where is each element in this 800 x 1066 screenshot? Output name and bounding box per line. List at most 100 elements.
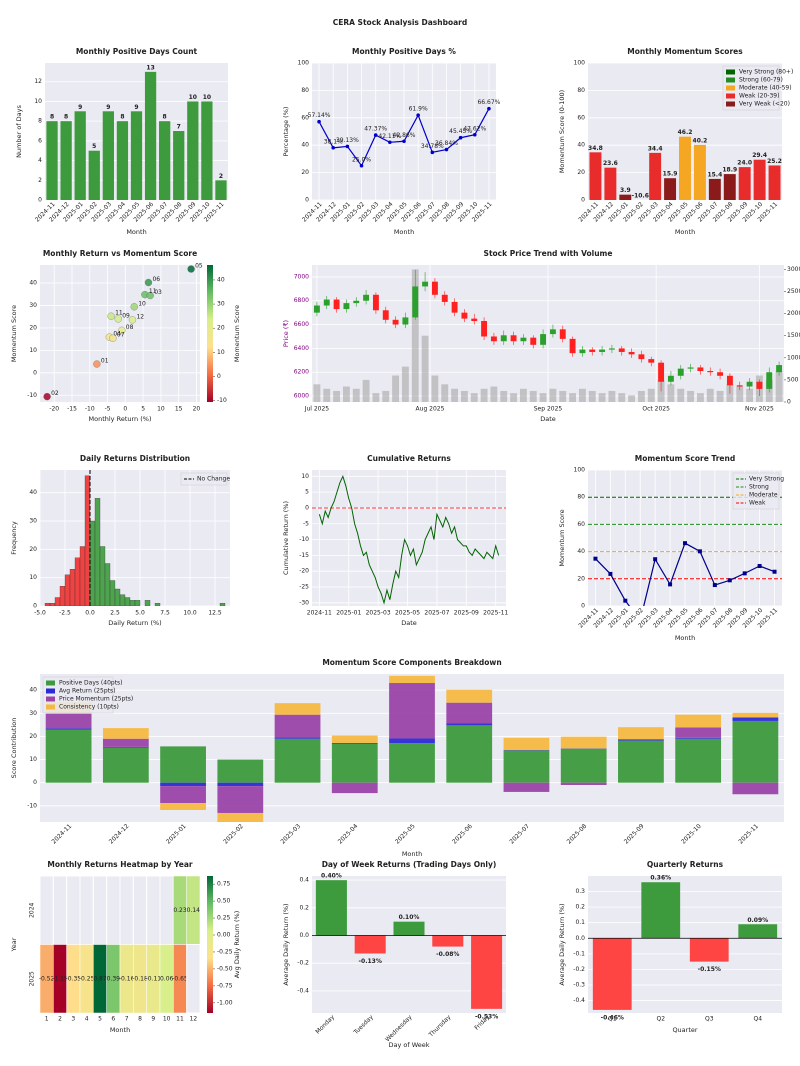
bar (159, 121, 171, 200)
y-tick-label: -10 (27, 392, 37, 399)
chart-title: Momentum Score Trend (635, 454, 735, 463)
x-axis-label: Month (675, 228, 695, 236)
bar-segment (446, 723, 493, 726)
hist-bar (129, 600, 136, 606)
y-tick-label: 0.0 (575, 935, 585, 942)
y-tick-label: 100 (574, 60, 586, 67)
hist-bar (94, 498, 101, 606)
candle-body (333, 299, 340, 310)
point-label: 08 (126, 324, 134, 331)
volume-bar (490, 386, 498, 402)
x-tick-label: 7.5 (160, 610, 170, 617)
candle-body (648, 359, 655, 363)
candle-body (353, 300, 360, 304)
bar-segment (389, 675, 435, 684)
chart-title: Momentum Score Components Breakdown (322, 658, 501, 667)
bar (102, 111, 114, 200)
colorbar-tick-label: 0.50 (217, 898, 231, 905)
y2-tick-label: 2000 (787, 310, 800, 317)
point-label: 12 (136, 313, 144, 320)
marker (416, 113, 420, 117)
x-tick-label: 0 (123, 406, 127, 413)
volume-bar (569, 393, 577, 402)
hist-bar (49, 603, 56, 606)
y-tick-label: 80 (577, 87, 585, 94)
candle-body (697, 367, 704, 372)
marker (712, 583, 717, 588)
candle-body (736, 385, 743, 387)
colorbar-tick-label: 0.25 (217, 915, 231, 922)
volume-bar (588, 390, 596, 402)
legend-label: Very Strong (80+) (739, 69, 793, 76)
marker (727, 578, 732, 583)
colorbar-tick-label: -0.25 (217, 948, 233, 955)
bar-segment (675, 738, 722, 783)
data-label: 34.8 (588, 145, 603, 152)
legend-swatch (726, 77, 735, 83)
bar-segment (389, 743, 435, 783)
y-tick-label: 2024 (29, 902, 36, 917)
x-tick-label: Nov 2025 (745, 406, 774, 413)
bar-segment (618, 739, 664, 741)
data-label: 9 (106, 104, 110, 111)
volume-bar (421, 335, 429, 402)
y-tick-label: -0.4 (573, 997, 585, 1004)
y-tick-label: 60 (577, 114, 585, 121)
cell-label: -1.15 (52, 975, 68, 982)
empty-cell (119, 875, 134, 945)
x-axis-label: Month (675, 634, 695, 642)
candle-body (441, 294, 448, 302)
y-tick-label: 10 (34, 98, 42, 105)
x-tick-label: Thursday (427, 1014, 453, 1040)
volume-bar (559, 390, 567, 402)
x-tick-label: 2 (58, 1016, 62, 1023)
x-tick-label: 2025-08 (566, 823, 589, 846)
bar (315, 880, 347, 936)
candle-body (726, 375, 733, 386)
y-tick-label: 0.1 (575, 919, 585, 926)
point-label: 10 (138, 300, 146, 307)
legend-swatch (46, 704, 55, 710)
point-label: 03 (154, 289, 162, 296)
bar (432, 935, 464, 947)
bar (60, 121, 72, 200)
chart-title: Day of Week Returns (Trading Days Only) (322, 860, 497, 869)
data-label: 9 (134, 104, 138, 111)
y-tick-label: 40 (29, 489, 37, 496)
x-tick-label: 7 (125, 1016, 129, 1023)
y-tick-label: 6000 (294, 393, 309, 400)
y-tick-label: 80 (301, 87, 309, 94)
y-tick-label: 20 (29, 733, 37, 740)
x-tick-label: 2025-11 (483, 610, 508, 617)
y-tick-label: 20 (577, 169, 585, 176)
y-tick-label: 10 (29, 574, 37, 581)
volume-bar (696, 393, 704, 402)
hist-bar (124, 597, 131, 606)
data-label: 8 (163, 114, 167, 121)
y-axis-label: Score Contribution (10, 718, 18, 779)
x-tick-label: 2.5 (110, 610, 120, 617)
data-label: 47.62% (463, 125, 486, 132)
x-tick-label: Monday (314, 1014, 336, 1036)
line (318, 474, 500, 605)
marker (472, 132, 477, 137)
y-tick-label: 0 (33, 603, 37, 610)
y-tick-label: 7000 (294, 273, 309, 280)
hist-bar (114, 588, 121, 606)
data-label: 42.11% (378, 133, 401, 140)
volume-bar (500, 390, 508, 402)
empty-cell (186, 944, 201, 1014)
bar-segment (217, 812, 264, 822)
x-tick-label: 0.0 (85, 610, 95, 617)
volume-bar (470, 393, 478, 402)
data-label: 47.37% (364, 126, 387, 133)
x-tick-label: -2.5 (59, 610, 71, 617)
bar-segment (446, 702, 493, 724)
y-tick-label: 0.2 (299, 904, 309, 911)
y-tick-label: 60 (301, 114, 309, 121)
x-tick-label: 10.0 (183, 610, 197, 617)
colorbar-tick-label: 0.00 (217, 932, 231, 939)
data-label: 0.40% (321, 873, 342, 880)
hist-bar (89, 520, 96, 606)
data-label: 15.4 (707, 171, 722, 178)
